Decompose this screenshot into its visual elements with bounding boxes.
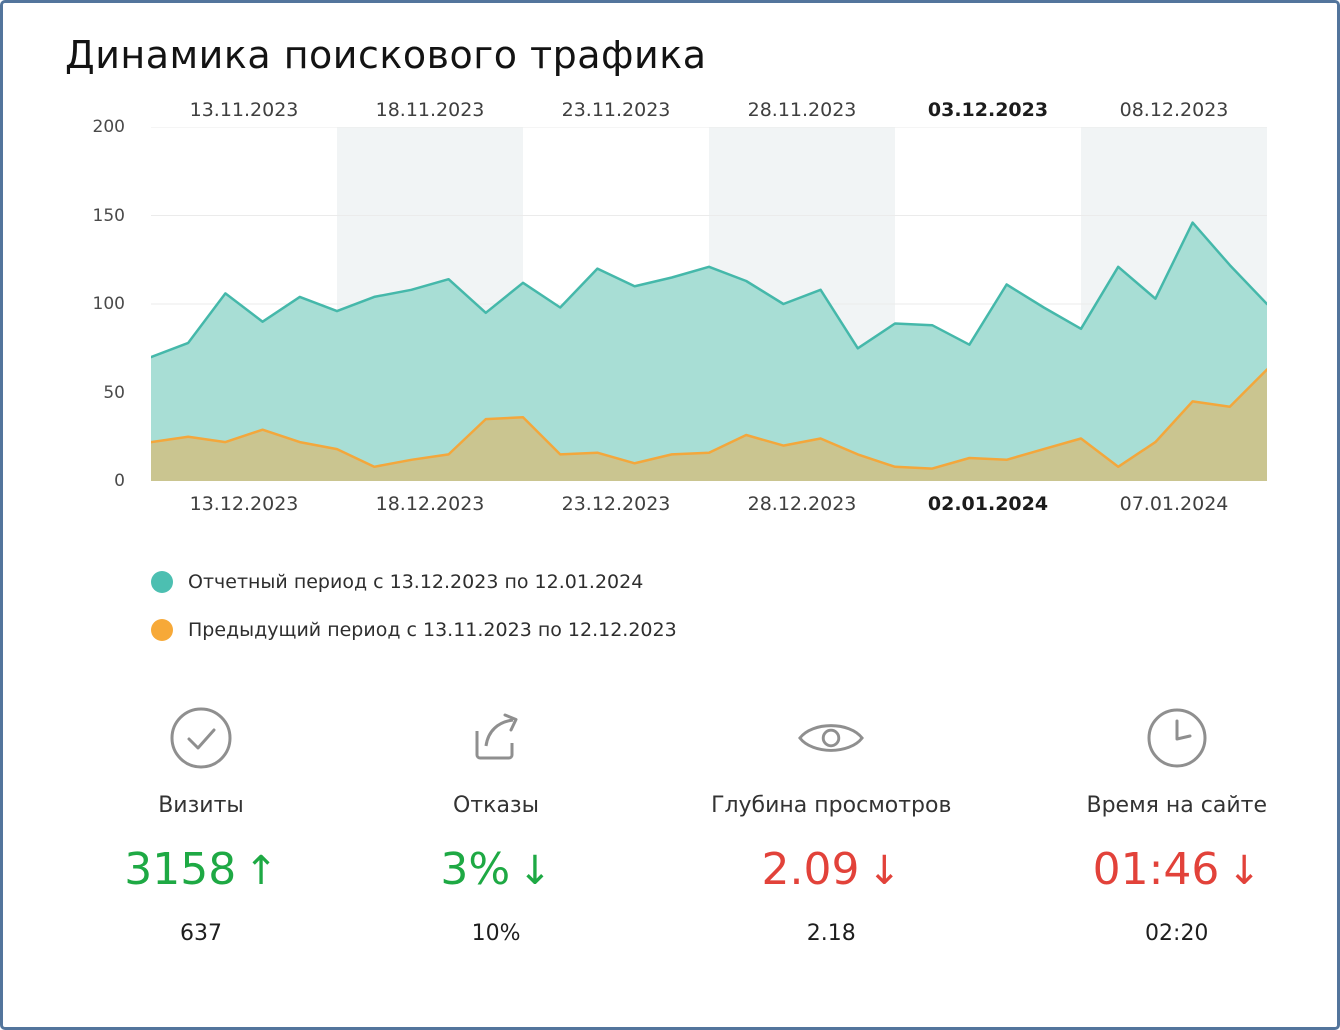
chart-legend: Отчетный период с 13.12.2023 по 12.01.20… bbox=[151, 571, 1337, 641]
metric-value: 01:46 ↓ bbox=[1086, 844, 1267, 895]
metric-value: 2.09 ↓ bbox=[711, 844, 951, 895]
metric-previous-value: 10% bbox=[471, 921, 521, 946]
metric-label: Визиты bbox=[158, 793, 244, 818]
metric-number: 01:46 bbox=[1092, 844, 1220, 895]
metric-number: 3158 bbox=[124, 844, 237, 895]
y-axis-label: 150 bbox=[92, 205, 125, 226]
metric-bounces: Отказы 3% ↓ 10% bbox=[416, 705, 576, 946]
legend-label: Предыдущий период с 13.11.2023 по 12.12.… bbox=[188, 619, 677, 641]
trend-up-arrow-icon: ↑ bbox=[244, 848, 278, 894]
metric-value: 3158 ↑ bbox=[121, 844, 281, 895]
top-axis-label: 03.12.2023 bbox=[927, 99, 1049, 121]
top-axis-label: 28.11.2023 bbox=[747, 99, 857, 121]
trend-down-arrow-icon: ↓ bbox=[867, 848, 901, 894]
series-area-0 bbox=[151, 222, 1267, 481]
metric-previous-value: 637 bbox=[180, 921, 222, 946]
legend-label: Отчетный период с 13.12.2023 по 12.01.20… bbox=[188, 571, 644, 593]
top-axis-label: 18.11.2023 bbox=[375, 99, 485, 121]
y-axis-label: 50 bbox=[103, 382, 125, 403]
series-line-1 bbox=[151, 368, 1267, 470]
metric-label: Время на сайте bbox=[1086, 793, 1267, 818]
top-axis-label: 13.11.2023 bbox=[189, 99, 299, 121]
clock-icon bbox=[1086, 705, 1267, 771]
legend-item-current-period: Отчетный период с 13.12.2023 по 12.01.20… bbox=[151, 571, 1337, 593]
trend-down-arrow-icon: ↓ bbox=[518, 848, 552, 894]
eye-icon bbox=[711, 705, 951, 771]
bottom-axis-label: 13.12.2023 bbox=[189, 493, 299, 515]
traffic-chart: 13.11.2023 18.11.2023 23.11.2023 28.11.2023… bbox=[93, 91, 1267, 527]
y-axis-label: 200 bbox=[92, 117, 125, 137]
metric-visits: Визиты 3158 ↑ 637 bbox=[121, 705, 281, 946]
metric-time-on-site: Время на сайте 01:46 ↓ 02:20 bbox=[1086, 705, 1267, 946]
y-axis-label: 100 bbox=[92, 294, 125, 314]
bottom-axis-label: 07.01.2024 bbox=[1119, 493, 1229, 515]
top-axis-label: 08.12.2023 bbox=[1119, 99, 1229, 121]
metric-number: 3% bbox=[440, 844, 511, 895]
y-axis-label: 0 bbox=[114, 471, 125, 491]
metric-previous-value: 02:20 bbox=[1145, 921, 1209, 946]
page-title: Динамика поискового трафика bbox=[65, 33, 707, 77]
bottom-axis-label: 18.12.2023 bbox=[375, 493, 485, 515]
bottom-axis-label: 23.12.2023 bbox=[561, 493, 671, 515]
metric-label: Глубина просмотров bbox=[711, 793, 952, 818]
trend-down-arrow-icon: ↓ bbox=[1227, 848, 1261, 894]
top-axis-label: 23.11.2023 bbox=[561, 99, 671, 121]
series-area-1 bbox=[151, 369, 1267, 481]
top-date-axis: 13.11.2023 18.11.2023 23.11.2023 28.11.2023… bbox=[151, 91, 1267, 127]
series-line-0 bbox=[151, 221, 1267, 359]
y-axis: 0 50 100 150 200 bbox=[51, 117, 139, 491]
metric-label: Отказы bbox=[453, 793, 540, 818]
check-circle-icon bbox=[121, 705, 281, 771]
chart-canvas bbox=[151, 127, 1267, 481]
metric-previous-value: 2.18 bbox=[806, 921, 856, 946]
bottom-date-axis: 13.12.2023 18.12.2023 23.12.2023 28.12.2023… bbox=[151, 481, 1267, 527]
kpi-metrics-row: Визиты 3158 ↑ 637 Отказы 3% ↓ 10% bbox=[3, 705, 1337, 946]
bottom-axis-label: 02.01.2024 bbox=[927, 493, 1049, 515]
legend-item-previous-period: Предыдущий период с 13.11.2023 по 12.12.… bbox=[151, 619, 1337, 641]
metric-number: 2.09 bbox=[761, 844, 860, 895]
current-period-dot-icon bbox=[151, 571, 173, 593]
previous-period-dot-icon bbox=[151, 619, 173, 641]
bottom-axis-label: 28.12.2023 bbox=[747, 493, 857, 515]
plot-area: 0 50 100 150 200 bbox=[93, 117, 1267, 491]
metric-value: 3% ↓ bbox=[416, 844, 576, 895]
metric-page-depth: Глубина просмотров 2.09 ↓ 2.18 bbox=[711, 705, 951, 946]
bounce-icon bbox=[416, 705, 576, 771]
